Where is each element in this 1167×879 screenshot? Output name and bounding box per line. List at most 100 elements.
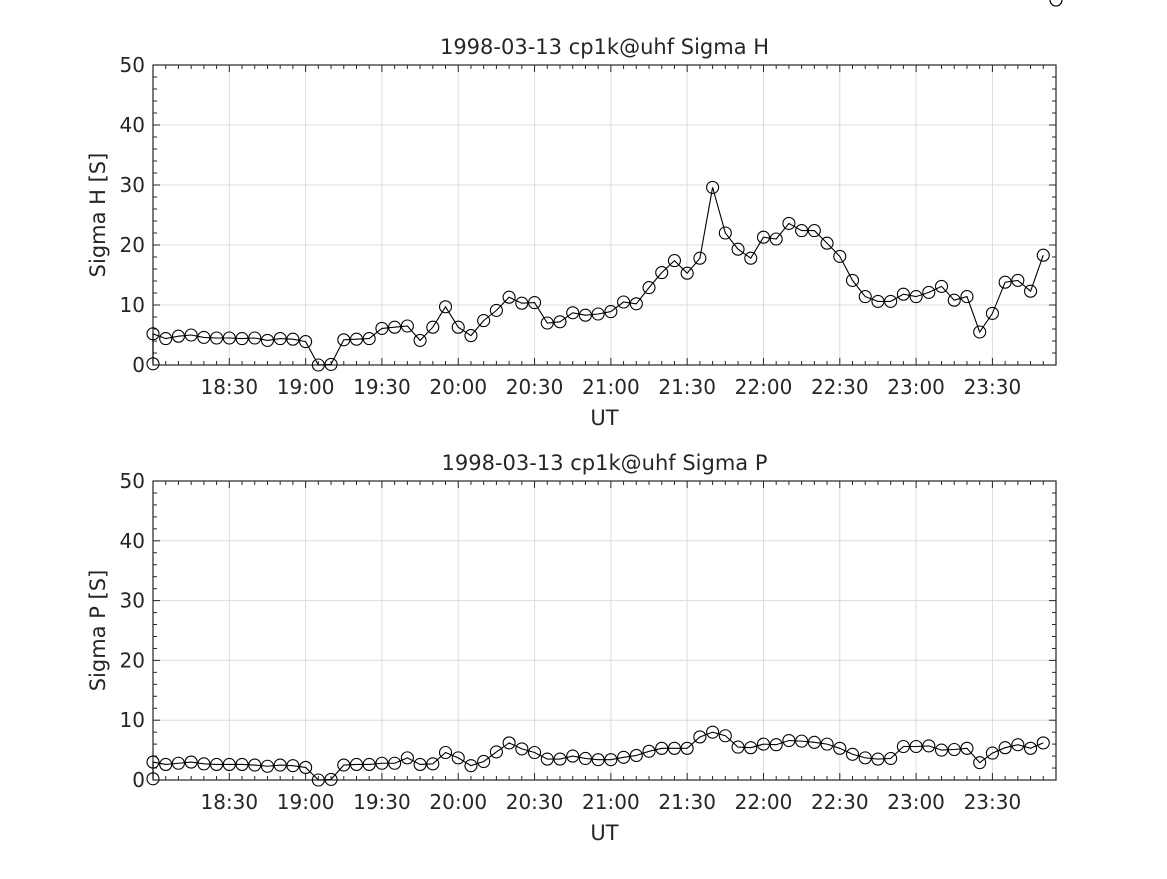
x-tick-label: 20:30 <box>506 790 564 814</box>
data-point <box>159 332 173 346</box>
data-point <box>260 333 275 347</box>
data-point <box>604 753 618 767</box>
data-point <box>464 329 478 343</box>
data-point <box>985 746 999 760</box>
data-point <box>807 735 821 749</box>
data-point <box>273 332 287 346</box>
data-point <box>934 279 949 293</box>
data-point <box>515 296 529 310</box>
data-point <box>400 751 414 765</box>
data-point <box>858 290 872 304</box>
y-tick-label: 40 <box>120 529 145 553</box>
data-point <box>426 757 440 771</box>
data-point <box>171 329 185 343</box>
x-axis-label: UT <box>590 406 618 430</box>
x-tick-label: 18:30 <box>200 790 258 814</box>
y-tick-label: 10 <box>120 708 145 732</box>
data-point <box>540 316 554 330</box>
y-tick-label: 40 <box>120 113 145 137</box>
data-point <box>795 734 809 748</box>
data-point <box>324 357 338 371</box>
data-point <box>922 285 936 299</box>
data-point <box>769 232 783 246</box>
data-point <box>960 290 974 304</box>
data-point <box>642 281 656 295</box>
data-point <box>477 314 491 328</box>
chart-title: 1998-03-13 cp1k@uhf Sigma P <box>442 451 768 475</box>
x-tick-label: 20:00 <box>429 375 487 399</box>
data-point <box>1036 248 1050 262</box>
data-point <box>311 358 325 372</box>
x-tick-label: 23:30 <box>964 790 1022 814</box>
x-tick-label: 20:30 <box>506 375 564 399</box>
data-point <box>451 751 465 765</box>
data-point <box>922 739 936 753</box>
data-point <box>324 772 338 786</box>
data-point <box>413 757 427 772</box>
data-point <box>1024 741 1038 755</box>
data-point <box>845 273 860 287</box>
data-point <box>998 275 1012 289</box>
axes-frame <box>152 64 1057 366</box>
y-axis-label: Sigma P [S] <box>86 570 110 692</box>
data-point <box>744 741 758 755</box>
data-point <box>197 757 211 771</box>
x-tick-label: 19:30 <box>353 375 411 399</box>
x-axis-label: UT <box>590 821 618 845</box>
data-point <box>299 335 313 349</box>
data-point <box>362 757 376 772</box>
data-point <box>655 266 669 280</box>
data-point <box>248 331 262 345</box>
y-tick-label: 0 <box>132 353 145 377</box>
y-tick-label: 30 <box>120 173 145 197</box>
data-point <box>680 741 694 755</box>
data-point <box>896 739 910 754</box>
data-point <box>934 743 949 757</box>
data-point <box>349 757 364 772</box>
data-point <box>744 251 758 265</box>
x-tick-label: 19:00 <box>277 790 335 814</box>
data-point <box>731 740 745 754</box>
x-tick-label: 21:30 <box>658 790 716 814</box>
x-tick-label: 20:00 <box>429 790 487 814</box>
data-point <box>807 224 821 238</box>
data-point <box>693 730 707 744</box>
data-point <box>286 332 300 346</box>
data-point <box>477 754 491 769</box>
data-point <box>947 742 961 757</box>
data-point <box>1036 736 1050 750</box>
data-point <box>973 325 987 339</box>
data-point <box>273 758 287 772</box>
data-point <box>222 331 236 345</box>
data-point <box>833 741 847 755</box>
data-point <box>617 295 631 309</box>
data-point <box>388 756 402 770</box>
data-point <box>184 755 198 769</box>
data-point <box>909 739 923 754</box>
data-point <box>210 331 224 345</box>
data-point <box>299 760 313 774</box>
data-point <box>1011 273 1025 287</box>
data-point <box>820 236 834 250</box>
data-point <box>451 320 465 334</box>
data-point <box>591 307 605 321</box>
x-tick-label: 22:00 <box>735 375 793 399</box>
data-point <box>718 226 732 240</box>
data-point <box>591 753 605 767</box>
data-point <box>833 249 847 263</box>
data-point <box>871 752 885 766</box>
data-point <box>973 756 987 770</box>
data-point <box>515 742 529 756</box>
data-point <box>782 216 796 230</box>
data-point <box>667 741 682 755</box>
x-tick-label: 22:30 <box>811 790 869 814</box>
data-point <box>884 294 898 308</box>
chart-title: 1998-03-13 cp1k@uhf Sigma H <box>440 35 769 59</box>
data-point <box>502 736 516 750</box>
y-tick-label: 50 <box>120 469 145 493</box>
data-point <box>197 330 211 344</box>
y-axis-label: Sigma H [S] <box>86 153 110 278</box>
x-tick-label: 23:00 <box>887 375 945 399</box>
data-point <box>400 319 414 333</box>
